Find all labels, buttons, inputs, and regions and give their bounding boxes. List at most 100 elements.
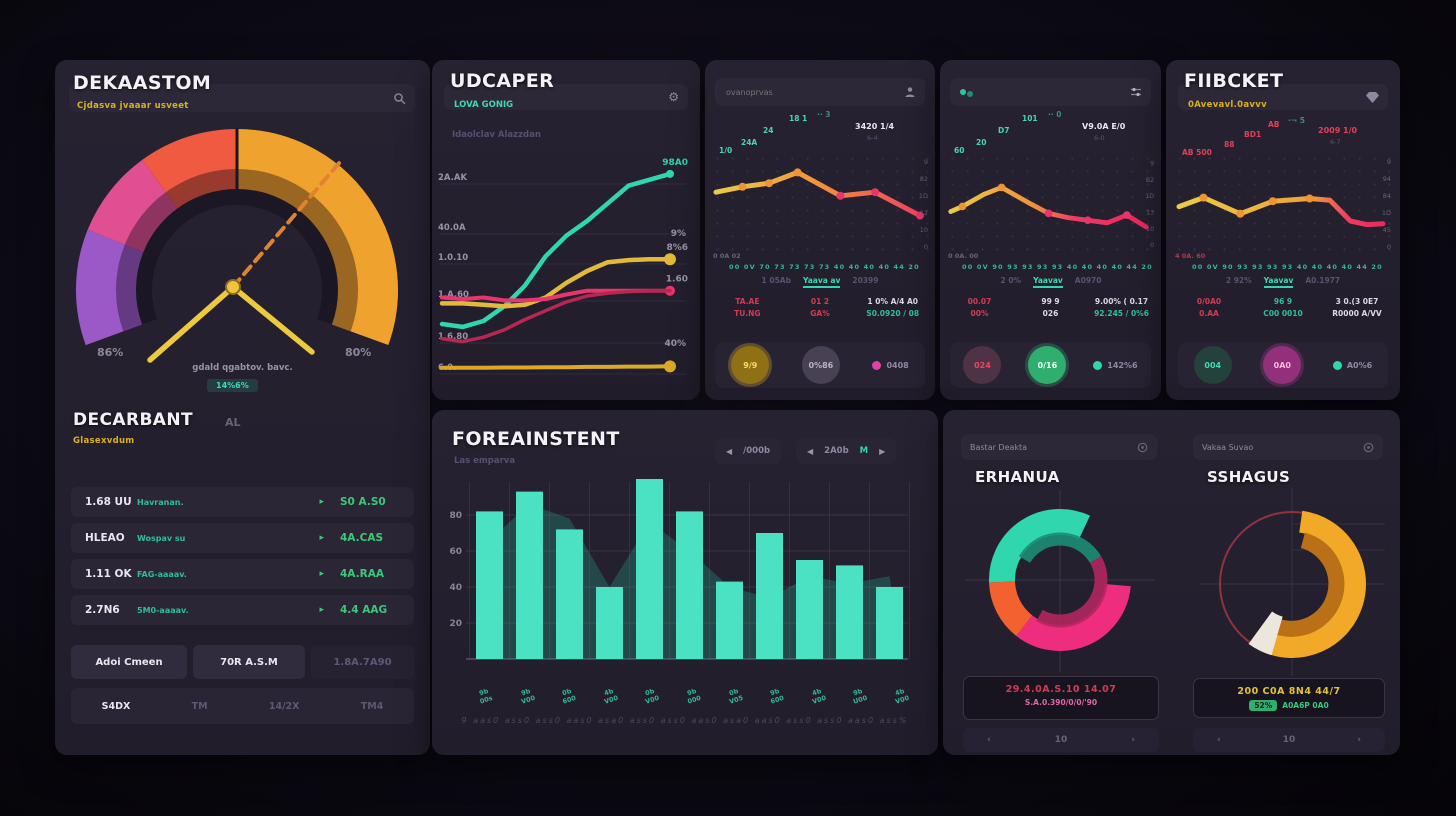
item-label: Havranan. <box>137 497 184 507</box>
pager-next-icon[interactable]: › <box>1131 735 1135 745</box>
status-badge: 0%86 <box>801 346 840 384</box>
step-label: ·· 0 <box>1048 110 1062 119</box>
status-dots-icon <box>959 83 975 102</box>
panel-header-bar <box>1178 84 1388 110</box>
list-item[interactable]: HLEAO Wospav su ▸ 4A.CAS <box>71 523 414 553</box>
status-indicator: 142%6 <box>1093 360 1138 370</box>
next-icon[interactable]: ▶ <box>879 446 886 456</box>
stat-sub: 026 <box>1042 309 1059 318</box>
list-item[interactable]: 1.11 OK FAG-aaaav. ▸ 4A.RAA <box>71 559 414 589</box>
pager-count: 10 <box>1054 735 1068 745</box>
circle-dot-icon[interactable] <box>1363 442 1374 453</box>
panel-title: UDCAPER <box>450 70 555 92</box>
search-input[interactable] <box>975 86 1130 98</box>
stat-value: 1 0% A/4 A0 <box>867 297 918 306</box>
search-bar[interactable] <box>950 78 1151 106</box>
gem-icon[interactable] <box>1366 91 1379 103</box>
list-item[interactable]: 2.7N6 5M0-aaaav. ▸ 4.4 AAG <box>71 595 414 625</box>
badge-row: 9/9 0%86 0408 <box>715 342 925 388</box>
badge-label: 024 <box>974 360 991 370</box>
svg-text:B2: B2 <box>1146 177 1154 184</box>
item-amount: S0 A.S0 <box>340 496 386 508</box>
sliders-icon[interactable] <box>1130 86 1142 98</box>
svg-text:40: 40 <box>449 583 462 593</box>
panel-subtitle: LOVA GONIG <box>454 100 514 110</box>
chart-annotation: 2009 1/0 <box>1318 126 1358 135</box>
svg-text:1D: 1D <box>919 192 928 200</box>
badge-row: 004 0A0 A0%6 <box>1178 342 1388 388</box>
section-subtitle: Glasexvdum <box>73 436 135 446</box>
bar-chart: 80 60 40 20 <box>449 479 910 660</box>
gauge-caption: gdald qgabtov. bavc. <box>192 363 293 373</box>
bar-x-label: 9b 600 <box>769 686 786 706</box>
search-bar[interactable] <box>69 84 415 112</box>
chart-footnote: 9 aas0 ass0 ass0 aas0 asa0 ass0 ass0 aas… <box>461 716 909 725</box>
search-input[interactable] <box>724 86 904 98</box>
filter-bar[interactable]: Bastar Deakta <box>961 434 1157 460</box>
item-label: FAG-aaaav. <box>137 569 187 579</box>
bar-x-label: 4b V00 <box>894 686 911 706</box>
footer-stats-row: S4DX TM 14/2X TM4 <box>71 688 414 724</box>
person-icon[interactable] <box>904 86 916 98</box>
filter-label: Bastar Deakta <box>970 442 1028 452</box>
filter-bar[interactable]: Vakaa Suvao <box>1193 434 1383 460</box>
caption-selected[interactable]: Yaava av <box>802 276 841 288</box>
panel-trend-a: 1/0 24A 24 18 1 ·· 3 3420 1/4 6-4 9 82 1D 1… <box>705 60 935 400</box>
gauge-chart <box>75 128 398 363</box>
stat-sub: R0000 A/VV <box>1332 309 1382 318</box>
gear-icon[interactable]: ⚙ <box>668 90 679 104</box>
donut-value-sub: S.A.0.390/0/0/'90 <box>1024 698 1098 707</box>
bar-x-label: 0b V00 <box>644 686 661 706</box>
step-label: ·¬ 5 <box>1288 116 1305 125</box>
caption-right: 20399 <box>852 276 879 285</box>
x-axis-caption: 2 92% Yaavav A0.1977 <box>1183 276 1383 288</box>
summary-cell: 1.8A.7A90 <box>311 645 414 679</box>
stats-row: TA.AE TU.NG 01 2 GA% 1 0% A/4 A0 S0.0920… <box>711 296 929 320</box>
stat-sub: GA% <box>810 309 830 318</box>
panel-subtitle: Las emparva <box>454 456 516 466</box>
nav-group-range: ◀ 2A0b M ▶ <box>796 438 897 464</box>
stat-sub: 0.AA <box>1199 309 1219 318</box>
donut-title: ERHANUA <box>975 468 1060 486</box>
stats-row: 00.07 00% 99 9 026 9.00% ( 0.17 92.245 /… <box>944 296 1157 320</box>
search-bar[interactable] <box>715 78 925 106</box>
nav-period-label[interactable]: /000b <box>743 446 771 456</box>
search-icon[interactable] <box>393 92 406 105</box>
badge-label: A0%6 <box>1346 360 1373 370</box>
svg-text:1D: 1D <box>1145 193 1154 200</box>
panel-subtitle: Cjdasva jvaaar usveet <box>77 101 189 111</box>
stat-block: 99 9 026 <box>1015 296 1086 320</box>
panel-dekaastom: DEKAASTOM Cjdasva jvaaar usveet 86% 80% … <box>55 60 430 755</box>
stat-value: 3 0.(3 0E7 <box>1335 297 1379 306</box>
panel-subtitle: 0Avevavl.0avvv <box>1188 100 1267 110</box>
x-axis-caption: 2 0% Yaavav A0970 <box>951 276 1151 288</box>
arrow-up-icon: ▸ <box>319 569 324 579</box>
mode-toggle[interactable]: M <box>859 446 869 456</box>
donut-chart <box>965 490 1155 672</box>
svg-text:45: 45 <box>1383 226 1391 234</box>
step-label: 1/0 <box>719 146 733 155</box>
dot-icon <box>1093 360 1103 370</box>
pager: ‹ 10 › <box>1193 728 1385 752</box>
circle-dot-icon[interactable] <box>1137 442 1148 453</box>
arrow-up-icon: ▸ <box>319 497 324 507</box>
nav-range-label[interactable]: 2A0b <box>824 446 849 456</box>
step-label: 88 <box>1224 140 1235 149</box>
arrow-up-icon: ▸ <box>319 605 324 615</box>
skip-prev-icon[interactable]: ◀ <box>726 446 733 456</box>
chip-text: A0A6P 0A0 <box>1282 701 1329 710</box>
badge-label: 0A0 <box>1273 360 1291 370</box>
svg-text:12: 12 <box>920 209 928 217</box>
chart-annotation: V9.0A E/0 <box>1082 122 1126 131</box>
list-item[interactable]: 1.68 UU Havranan. ▸ S0 A.S0 <box>71 487 414 517</box>
gauge-min-label: 86% <box>97 346 124 359</box>
step-label: ·· 3 <box>817 110 831 119</box>
prev-icon[interactable]: ◀ <box>807 446 814 456</box>
badge-label: 004 <box>1204 360 1222 370</box>
pager-next-icon[interactable]: › <box>1357 735 1361 745</box>
caption-selected[interactable]: Yaavav <box>1263 276 1294 288</box>
pager-prev-icon[interactable]: ‹ <box>1217 735 1221 745</box>
pager-prev-icon[interactable]: ‹ <box>987 735 991 745</box>
stat-block: 0/0A0 0.AA <box>1172 296 1246 320</box>
caption-selected[interactable]: Yaavav <box>1033 276 1063 288</box>
